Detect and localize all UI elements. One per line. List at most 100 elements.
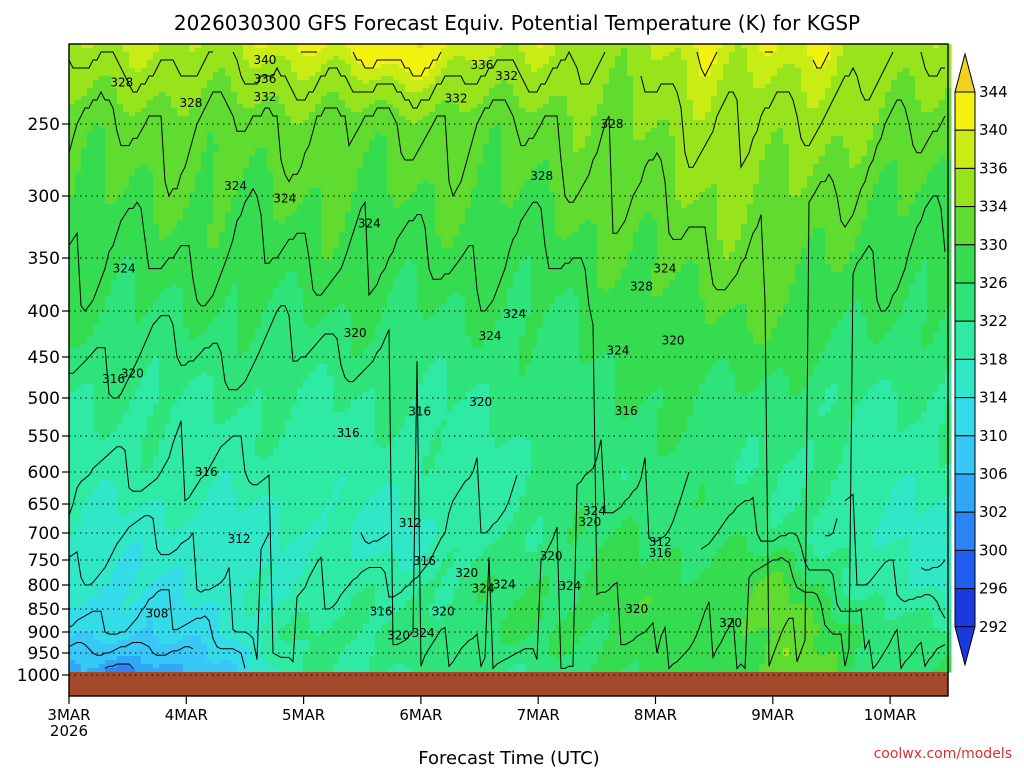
field-cell bbox=[357, 164, 364, 169]
field-cell bbox=[273, 132, 280, 137]
field-cell bbox=[489, 156, 496, 161]
field-cell bbox=[333, 96, 340, 101]
field-cell bbox=[765, 72, 772, 77]
field-cell bbox=[693, 72, 700, 77]
field-cell bbox=[297, 72, 304, 77]
field-cell bbox=[879, 88, 886, 93]
field-cell bbox=[939, 152, 946, 157]
field-cell bbox=[399, 112, 406, 117]
field-cell bbox=[165, 148, 172, 153]
field-cell bbox=[81, 124, 88, 129]
field-cell bbox=[495, 136, 502, 141]
field-cell bbox=[201, 76, 208, 81]
field-cell bbox=[201, 56, 208, 61]
field-cell bbox=[81, 60, 88, 65]
field-cell bbox=[345, 124, 352, 129]
field-cell bbox=[459, 104, 466, 109]
field-cell bbox=[321, 84, 328, 89]
field-cell bbox=[555, 168, 562, 173]
field-cell bbox=[681, 152, 688, 157]
field-cell bbox=[921, 60, 928, 65]
field-cell bbox=[729, 84, 736, 89]
field-cell bbox=[165, 108, 172, 113]
field-cell bbox=[441, 136, 448, 141]
field-cell bbox=[309, 144, 316, 149]
field-cell bbox=[303, 80, 310, 85]
field-cell bbox=[855, 136, 862, 141]
field-cell bbox=[405, 144, 412, 149]
field-cell bbox=[669, 52, 676, 57]
field-cell bbox=[843, 68, 850, 73]
field-cell bbox=[597, 104, 604, 109]
field-cell bbox=[795, 80, 802, 85]
field-cell bbox=[261, 136, 268, 141]
field-cell bbox=[801, 60, 808, 65]
field-cell bbox=[777, 96, 784, 101]
field-cell bbox=[519, 84, 526, 89]
field-cell bbox=[351, 132, 358, 137]
field-cell bbox=[675, 88, 682, 93]
field-cell bbox=[381, 56, 388, 61]
field-cell bbox=[777, 156, 784, 161]
field-cell bbox=[297, 152, 304, 157]
field-cell bbox=[717, 68, 724, 73]
field-cell bbox=[423, 100, 430, 105]
field-cell bbox=[381, 136, 388, 141]
field-cell bbox=[147, 108, 154, 113]
field-cell bbox=[105, 120, 112, 125]
field-cell bbox=[585, 120, 592, 125]
field-cell bbox=[525, 68, 532, 73]
field-cell bbox=[921, 96, 928, 101]
field-cell bbox=[615, 68, 622, 73]
field-cell bbox=[819, 152, 826, 157]
field-cell bbox=[687, 160, 694, 165]
field-cell bbox=[333, 144, 340, 149]
field-cell bbox=[249, 72, 256, 77]
field-cell bbox=[435, 132, 442, 137]
field-cell bbox=[549, 88, 556, 93]
field-cell bbox=[543, 160, 550, 165]
field-cell bbox=[375, 160, 382, 165]
field-cell bbox=[417, 168, 424, 173]
field-cell bbox=[267, 92, 274, 97]
field-cell bbox=[927, 148, 934, 153]
field-cell bbox=[753, 92, 760, 97]
field-cell bbox=[387, 104, 394, 109]
field-cell bbox=[129, 140, 136, 145]
field-cell bbox=[909, 88, 916, 93]
field-cell bbox=[831, 108, 838, 113]
field-cell bbox=[519, 116, 526, 121]
field-cell bbox=[627, 144, 634, 149]
field-cell bbox=[573, 56, 580, 61]
field-cell bbox=[849, 132, 856, 137]
field-cell bbox=[147, 84, 154, 89]
field-cell bbox=[351, 168, 358, 173]
field-cell bbox=[627, 112, 634, 117]
field-cell bbox=[495, 44, 502, 49]
field-cell bbox=[357, 44, 364, 49]
field-cell bbox=[777, 80, 784, 85]
field-cell bbox=[627, 76, 634, 81]
field-cell bbox=[861, 132, 868, 137]
field-cell bbox=[729, 52, 736, 57]
field-cell bbox=[387, 152, 394, 157]
field-cell bbox=[285, 56, 292, 61]
field-cell bbox=[387, 148, 394, 153]
field-cell bbox=[423, 52, 430, 57]
field-cell bbox=[381, 116, 388, 121]
field-cell bbox=[465, 60, 472, 65]
field-cell bbox=[507, 156, 514, 161]
field-cell bbox=[393, 132, 400, 137]
field-cell bbox=[705, 136, 712, 141]
field-cell bbox=[531, 96, 538, 101]
field-cell bbox=[75, 148, 82, 153]
field-cell bbox=[129, 84, 136, 89]
field-cell bbox=[99, 56, 106, 61]
field-cell bbox=[273, 116, 280, 121]
field-cell bbox=[507, 116, 514, 121]
field-cell bbox=[909, 56, 916, 61]
field-cell bbox=[825, 96, 832, 101]
field-cell bbox=[117, 148, 124, 153]
field-cell bbox=[537, 112, 544, 117]
field-cell bbox=[513, 160, 520, 165]
